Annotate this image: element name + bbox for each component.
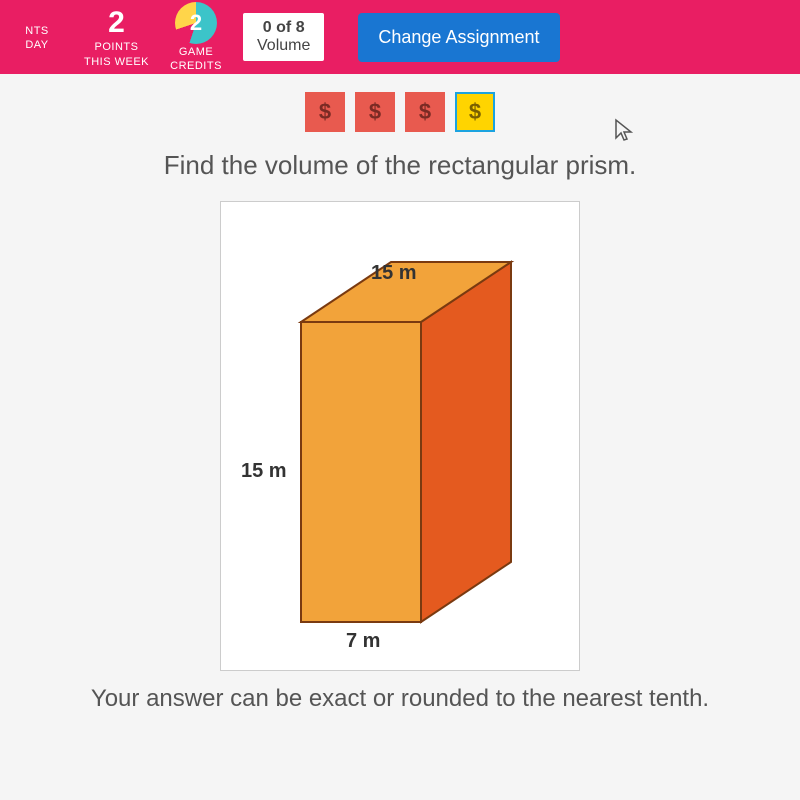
top-header: NTS DAY 2 POINTS THIS WEEK 2 GAME CREDIT… [0, 0, 800, 74]
difficulty-1[interactable]: $ [305, 92, 345, 132]
stat-today-label1: NTS [25, 25, 49, 37]
dim-top-label: 15 m [371, 262, 417, 285]
prism-figure: 15 m 15 m 7 m [220, 201, 580, 671]
progress-count: 0 of 8 [257, 19, 310, 37]
dim-bottom-label: 7 m [346, 630, 380, 653]
stat-week-label1: POINTS [95, 41, 139, 53]
stat-today: NTS DAY [8, 23, 66, 51]
prism-front-face [301, 322, 421, 622]
stat-week-value: 2 [108, 6, 125, 39]
difficulty-4[interactable]: $ [455, 92, 495, 132]
answer-note: Your answer can be exact or rounded to t… [30, 685, 770, 713]
content-area: $ $ $ $ Find the volume of the rectangul… [0, 74, 800, 723]
credits-value: 2 [190, 11, 202, 35]
question-text: Find the volume of the rectangular prism… [30, 150, 770, 181]
credits-label2: CREDITS [170, 60, 222, 72]
difficulty-3[interactable]: $ [405, 92, 445, 132]
difficulty-2[interactable]: $ [355, 92, 395, 132]
credits-pie-icon: 2 [175, 2, 217, 44]
figure-container: 15 m 15 m 7 m [30, 201, 770, 671]
dim-side-label: 15 m [241, 460, 287, 483]
difficulty-row: $ $ $ $ [30, 92, 770, 132]
credits-label1: GAME [179, 46, 213, 58]
stat-week-label2: THIS WEEK [84, 56, 149, 68]
prism-side-face [421, 262, 511, 622]
progress-box: 0 of 8 Volume [243, 13, 324, 61]
progress-topic: Volume [257, 37, 310, 55]
stat-today-label2: DAY [25, 39, 48, 51]
change-assignment-button[interactable]: Change Assignment [358, 13, 559, 62]
stat-week: 2 POINTS THIS WEEK [84, 6, 149, 67]
cursor-icon [612, 118, 636, 142]
stat-credits: 2 GAME CREDITS [167, 2, 225, 72]
